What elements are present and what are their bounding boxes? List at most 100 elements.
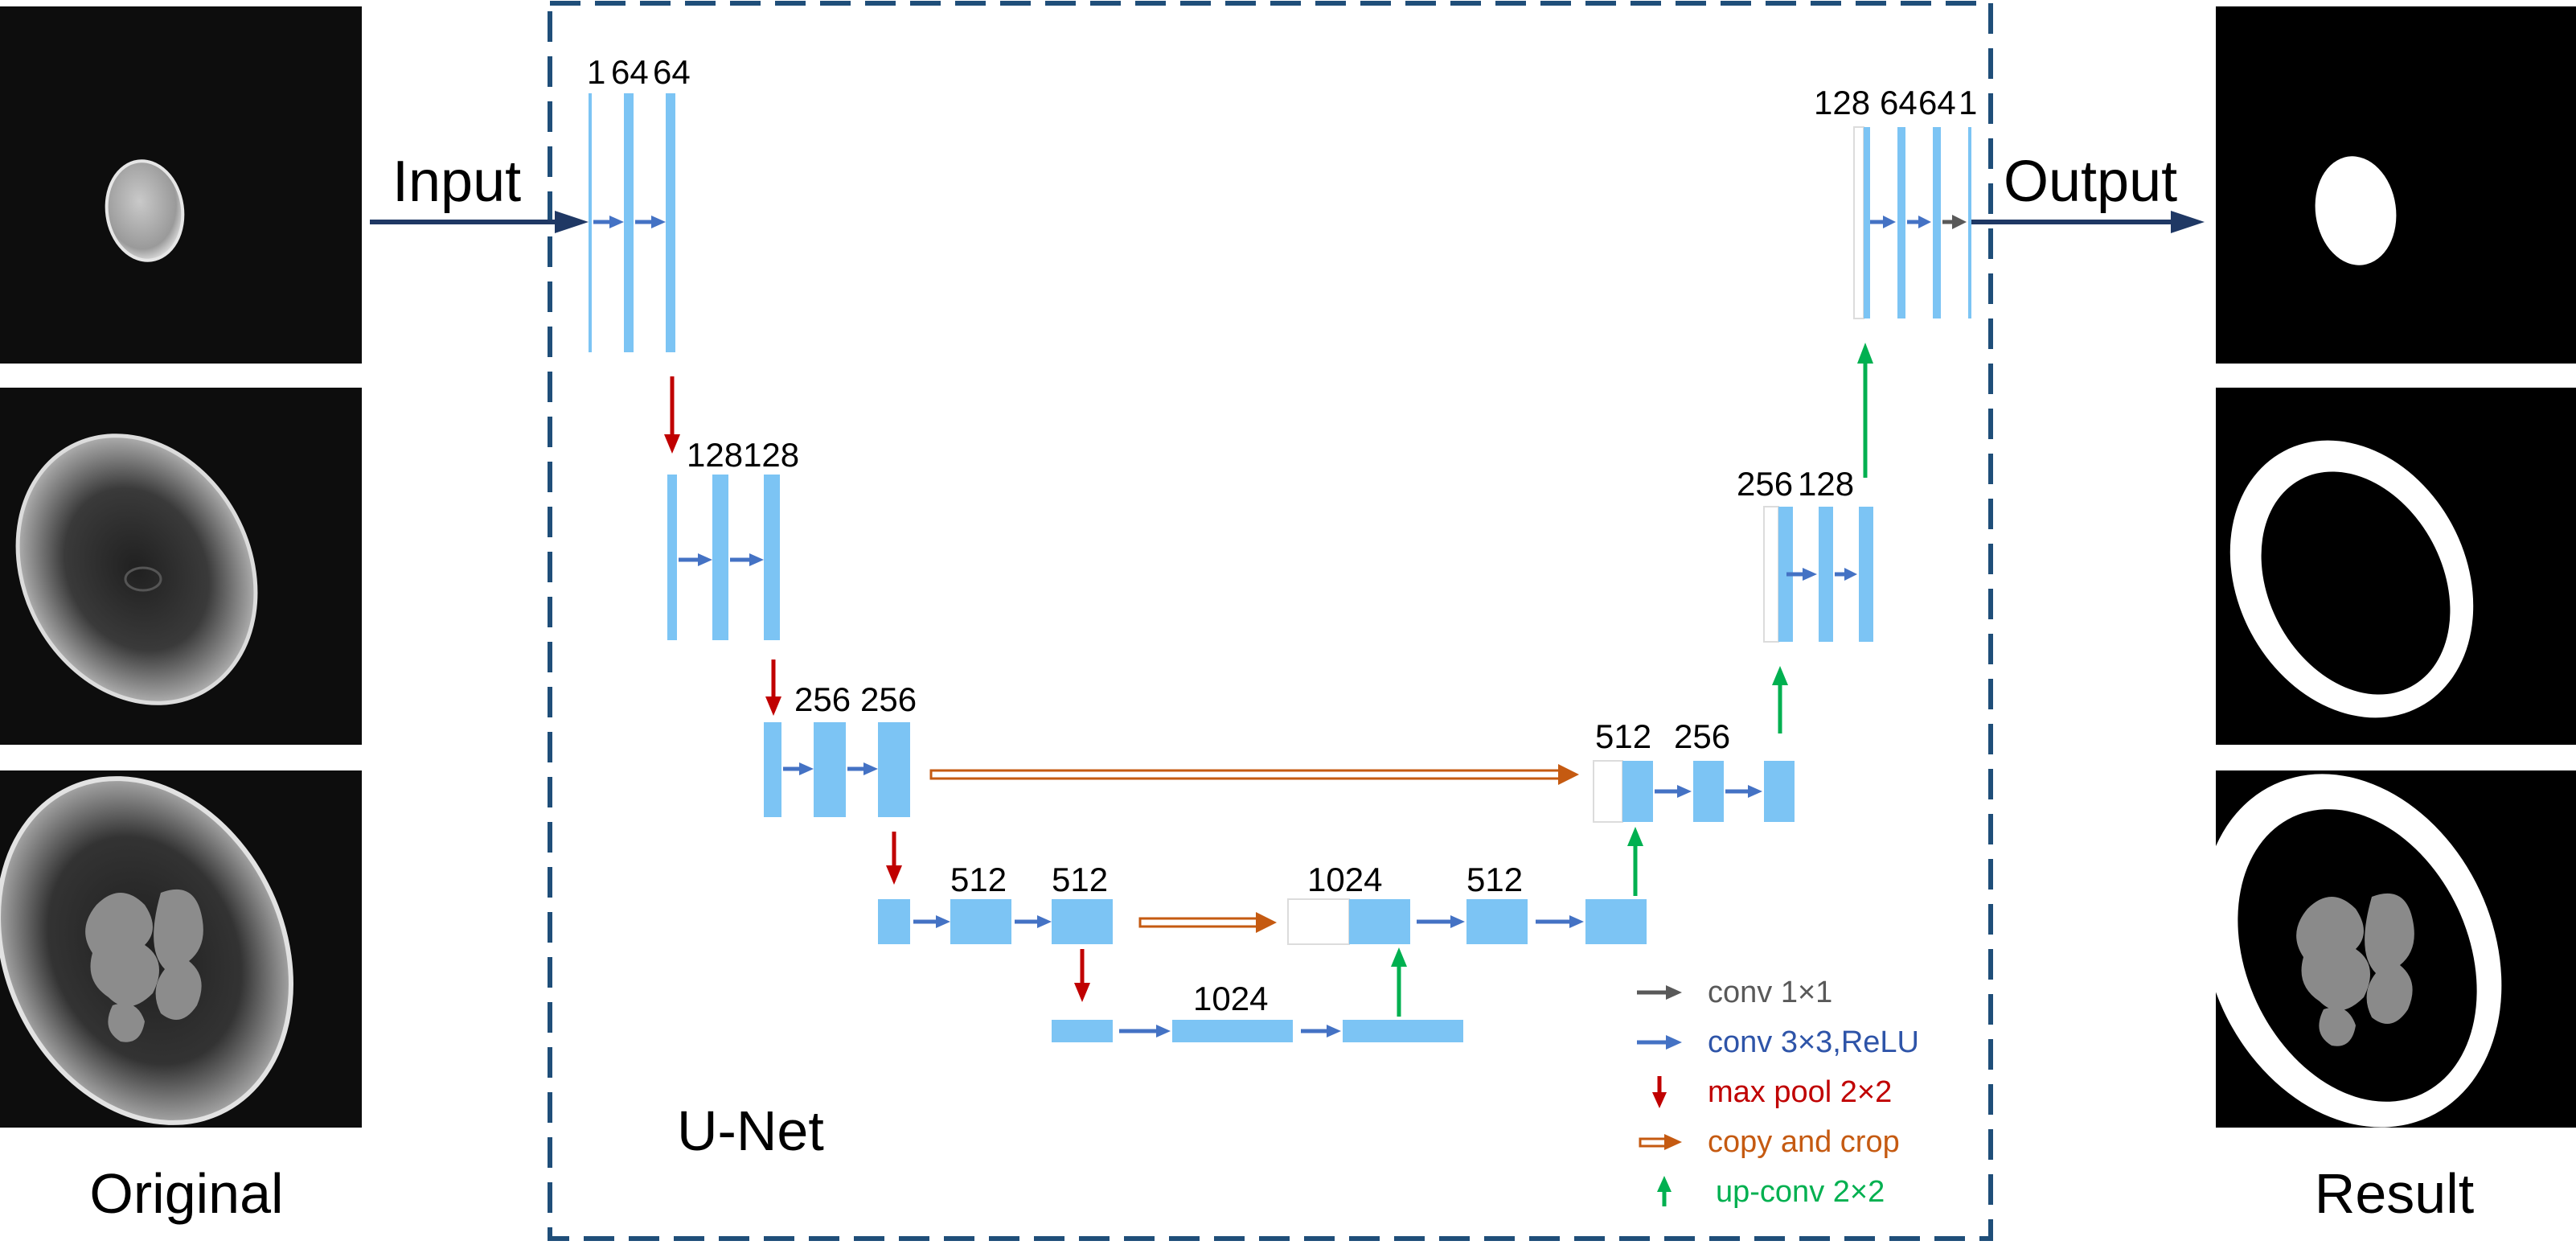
channel-label: 128 [1798,465,1854,503]
result-image-1 [2216,6,2576,364]
feature-map-input [589,93,592,352]
feature-map [1859,507,1873,642]
feature-map [1052,1020,1113,1042]
feature-map-copy [1763,506,1779,643]
conv-arrow [1870,216,1896,228]
channel-label: 1024 [1193,980,1268,1017]
feature-map [764,475,780,640]
conv1x1-arrow [1942,215,1967,229]
legend-item-conv3x3: conv 3×3,ReLU [1637,1025,1919,1059]
legend-label: up-conv 2×2 [1716,1175,1885,1209]
channel-label: 1 [587,53,605,91]
channel-label: 128128 [687,436,799,474]
conv-arrow [593,216,624,228]
channel-label: 512 [950,861,1007,898]
feature-map-copy [1287,898,1350,945]
legend: conv 1×1 conv 3×3,ReLU max pool 2×2 copy… [1637,976,1919,1209]
channel-label: 64 [653,53,691,91]
upconv-arrow [1857,343,1873,478]
channel-label: 256 [1737,465,1793,503]
feature-map [1897,127,1905,318]
maxpool-arrow [765,659,781,716]
conv-arrow [635,216,666,228]
channel-label: 512 [1466,861,1523,898]
feature-map [1052,899,1113,944]
conv-arrow [1015,915,1052,928]
upconv-arrows [1391,343,1873,1017]
maxpool-arrow [886,832,902,885]
feature-map-copy [1593,760,1623,823]
feature-map [1172,1020,1293,1042]
upconv-arrow [1391,947,1407,1017]
conv-arrow [1655,785,1692,798]
conv-arrow [1301,1025,1341,1038]
original-caption: Original [89,1162,283,1225]
feature-map [1622,761,1653,822]
feature-map [624,93,634,352]
feature-map [1585,899,1647,944]
legend-label: conv 3×3,ReLU [1708,1025,1919,1059]
feature-map [764,722,781,817]
result-caption: Result [2315,1162,2474,1225]
channel-label: 64 [1880,84,1918,121]
decoder-level-1: 128 64 64 1 [1814,84,1977,319]
conv-arrow [783,762,814,775]
conv-arrow [1417,915,1465,928]
feature-map-output [1968,127,1971,318]
decoder-level-4: 1024 512 [1287,861,1647,945]
channel-label: 64 [1918,84,1956,121]
original-image-1 [0,6,362,364]
original-image-3 [0,770,362,1128]
feature-map-copy [1853,126,1864,319]
feature-map [1349,899,1410,944]
conv-arrow [1119,1025,1171,1038]
output-arrow [1970,211,2205,233]
feature-map [1343,1020,1463,1042]
channel-label: 1024 [1307,861,1382,898]
channel-label: 512 [1052,861,1108,898]
channel-label: 256 [1674,717,1730,755]
maxpool-arrow [1074,949,1090,1002]
conv-arrow [730,553,764,566]
feature-map [1693,761,1724,822]
conv-arrow [913,915,950,928]
feature-map [814,722,846,817]
legend-label: copy and crop [1708,1125,1900,1159]
decoder-level-2: 256 128 [1737,465,1873,643]
feature-map [878,899,910,944]
maxpool-arrows [664,376,1090,1002]
feature-map [1466,899,1528,944]
feature-map [1819,507,1833,642]
encoder-level-2: 128128 [667,436,799,640]
output-label: Output [2004,150,2177,214]
legend-item-conv1x1: conv 1×1 [1637,976,1832,1009]
channel-label: 256 [860,680,917,718]
upconv-arrow [1627,827,1643,896]
feature-map [950,899,1011,944]
original-image-2 [0,388,362,745]
result-image-3 [2201,770,2576,1128]
unet-frame [548,1,1993,1241]
input-arrow [370,211,589,233]
channel-label: 512 [1595,717,1651,755]
upconv-arrow [1772,666,1788,733]
feature-map [1778,507,1793,642]
copycrop-arrow [929,764,1579,785]
channel-label: 1 [1959,84,1977,121]
conv-arrow [1786,568,1817,581]
legend-item-maxpool: max pool 2×2 [1652,1075,1892,1109]
channel-label: 256 [794,680,851,718]
legend-label: conv 1×1 [1708,976,1832,1009]
feature-map [878,722,910,817]
feature-map [1864,127,1870,318]
channel-label: 64 [611,53,649,91]
feature-map [1933,127,1941,318]
conv-arrow [679,553,712,566]
legend-item-upconv: up-conv 2×2 [1657,1175,1885,1209]
feature-map [1764,761,1795,822]
input-label: Input [392,150,521,214]
unet-title: U-Net [677,1099,824,1162]
encoder-level-4: 512 512 [878,861,1113,944]
copycrop-arrows [929,764,1579,933]
